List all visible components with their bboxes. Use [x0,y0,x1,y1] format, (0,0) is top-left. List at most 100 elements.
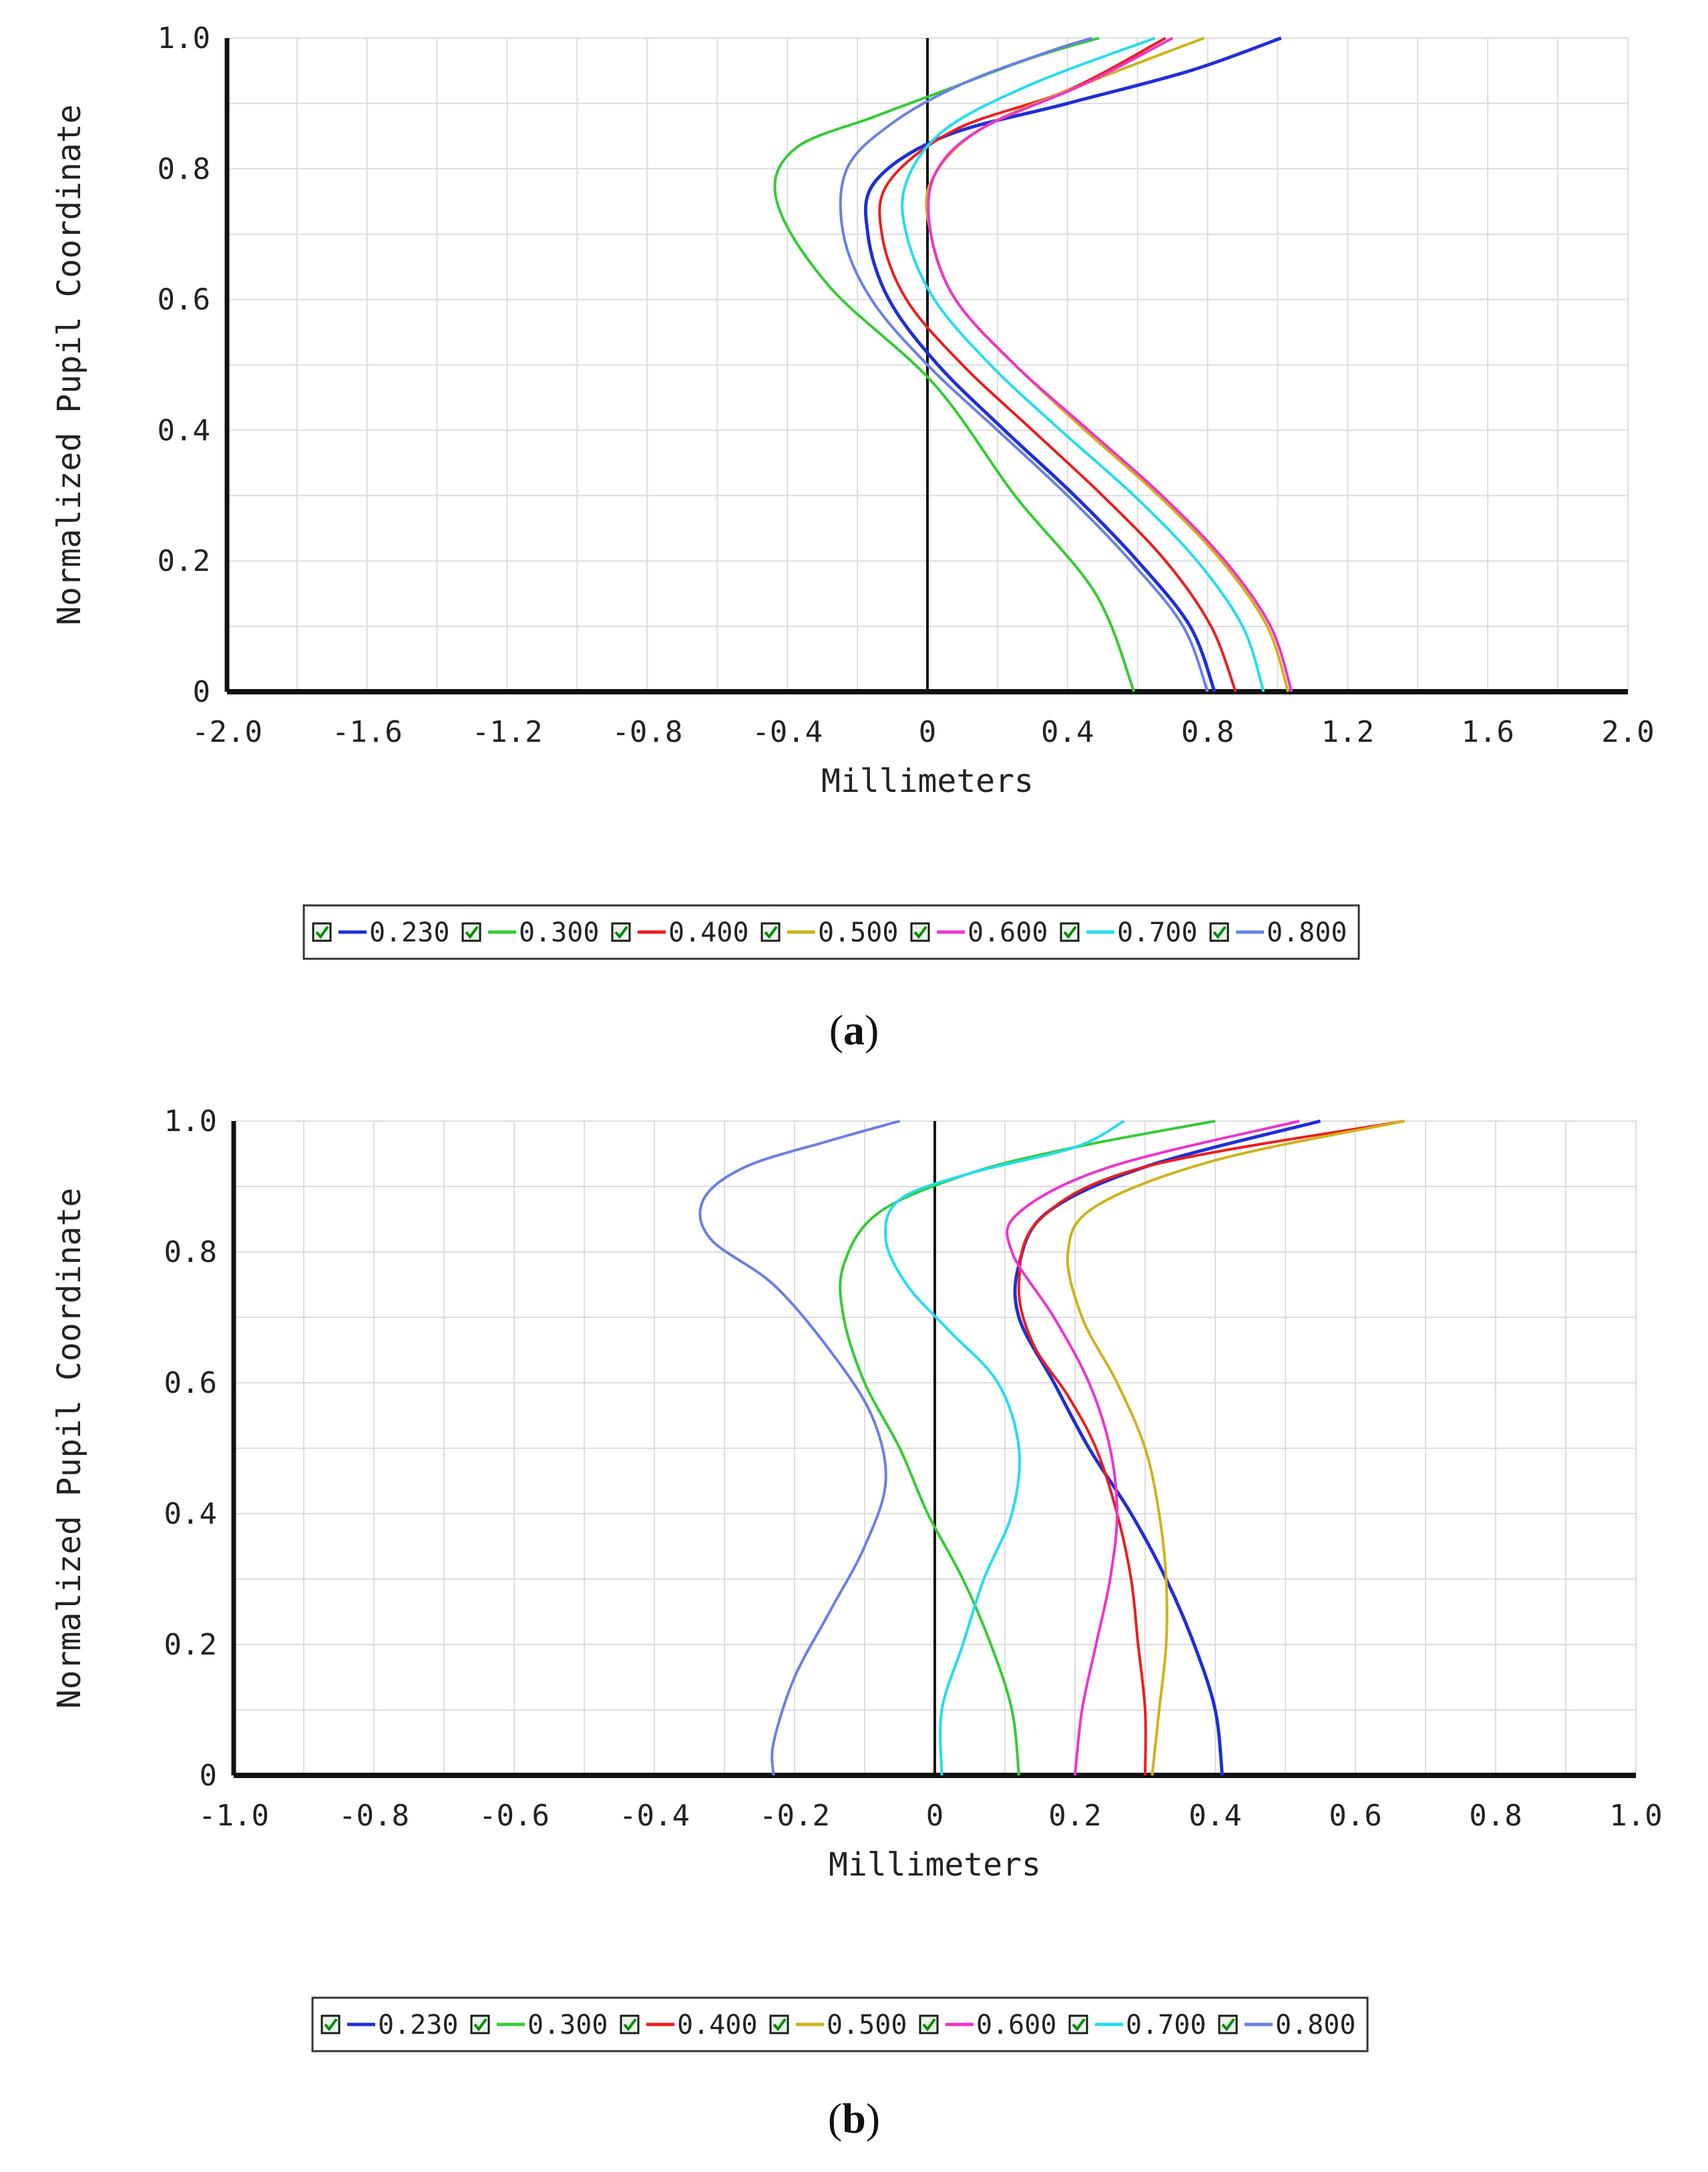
checkmark-icon [614,925,628,939]
chart-a: -2.0 -1.6 -1.2 -0.8 -0.4 0 0.4 0.8 1.2 1.6 2.0 0 0.2… [51,21,1655,960]
legend-checkbox[interactable] [1060,922,1080,942]
checkmark-icon [1221,2018,1235,2032]
legend-item-0-300[interactable]: 0.300 [470,2010,608,2040]
checkmark-icon [1072,2018,1086,2032]
x-tick-label: 1.0 [1609,1799,1662,1833]
legend-item-0-800[interactable]: 0.800 [1218,2010,1355,2040]
legend-item-0-400[interactable]: 0.400 [620,2010,757,2040]
series-line-0-800 [839,37,1209,692]
legend-checkbox[interactable] [461,922,481,942]
legend-checkbox[interactable] [769,2014,789,2034]
legend-label: 0.600 [976,2010,1056,2040]
checkmark-icon [913,925,927,939]
checkmark-icon [465,925,479,939]
legend-item-0-500[interactable]: 0.500 [761,917,898,948]
legend-item-0-700[interactable]: 0.700 [1068,2010,1206,2040]
legend-checkbox[interactable] [611,922,631,942]
checkmark-icon [623,2018,637,2032]
legend-label: 0.500 [827,2010,907,2040]
x-tick-label: 1.6 [1461,715,1514,749]
y-tick-label: 1.0 [158,21,210,55]
caption-a: (a) [829,1006,879,1054]
checkmark-icon [315,925,329,939]
series-line-0-600 [1006,1120,1300,1776]
x-tick-label: -0.6 [479,1799,550,1833]
y-tick-label: 0.2 [158,544,210,578]
legend-checkbox[interactable] [1068,2014,1088,2034]
legend-checkbox[interactable] [910,922,930,942]
legend-item-0-700[interactable]: 0.700 [1060,917,1197,948]
checkmark-icon [1063,925,1077,939]
checkmark-icon [1213,925,1227,939]
x-tick-label: 0 [919,715,937,749]
checkmark-icon [764,925,778,939]
x-tick-label: -0.2 [759,1799,830,1833]
series-line-0-700 [884,1120,1125,1776]
series-line-0-400 [878,37,1237,692]
legend-item-0-600[interactable]: 0.600 [919,2010,1056,2040]
checkmark-icon [773,2018,787,2032]
y-tick-label: 0.8 [158,152,210,186]
legend-item-0-300[interactable]: 0.300 [461,917,599,948]
legend-checkbox[interactable] [919,2014,939,2034]
legend-item-0-400[interactable]: 0.400 [611,917,749,948]
legend-checkbox[interactable] [321,2014,341,2034]
series-line-0-600 [927,37,1293,692]
x-tick-label: 0.2 [1048,1799,1101,1833]
legend-label: 0.500 [818,917,898,948]
legend-label: 0.700 [1117,917,1197,948]
legend-checkbox[interactable] [470,2014,490,2034]
series-line-0-500 [1066,1120,1405,1776]
y-tick-label: 0 [193,675,211,709]
chart-panel-a: -2.0 -1.6 -1.2 -0.8 -0.4 0 0.4 0.8 1.2 1.6 2.0 0 0.2… [51,21,1655,1054]
x-tick-label: -1.0 [198,1799,269,1833]
legend-item-0-800[interactable]: 0.800 [1209,917,1347,948]
series-line-0-230 [1013,1119,1321,1776]
legend-item-0-230[interactable]: 0.230 [321,2010,458,2040]
x-tick-label: -0.4 [752,715,823,749]
legend-label: 0.800 [1267,917,1347,948]
legend-label: 0.230 [378,2010,458,2040]
legend-label: 0.400 [668,917,749,948]
x-axis-title: Millimeters [829,1846,1041,1884]
legend-checkbox[interactable] [1209,922,1229,942]
x-tick-label: 0.4 [1041,715,1094,749]
legend-checkbox[interactable] [312,922,332,942]
x-tick-label: 0.4 [1189,1799,1241,1833]
legend: 0.230 0.300 0.400 0.500 0.600 0.700 0.800 [311,1996,1369,2052]
legend-label: 0.300 [527,2010,608,2040]
legend-checkbox[interactable] [761,922,781,942]
x-tick-label: 0.6 [1329,1799,1381,1833]
y-tick-label: 0 [200,1759,218,1793]
legend-label: 0.400 [677,2010,757,2040]
series-line-0-230 [863,36,1282,692]
legend-item-0-500[interactable]: 0.500 [769,2010,907,2040]
x-axis-title: Millimeters [821,763,1034,800]
checkmark-icon [473,2018,487,2032]
legend-item-0-600[interactable]: 0.600 [910,917,1048,948]
legend-checkbox[interactable] [620,2014,640,2034]
x-tick-label: -0.8 [612,715,682,749]
series-line-0-300 [839,1120,1216,1776]
x-tick-label: 1.2 [1321,715,1374,749]
series-line-0-400 [1017,1120,1405,1776]
series-line-0-700 [901,37,1265,692]
x-tick-label: 0.8 [1469,1799,1522,1833]
y-tick-label: 0.6 [164,1366,217,1400]
y-tick-label: 0.8 [164,1235,217,1269]
legend-label: 0.800 [1275,2010,1355,2040]
y-tick-label: 0.4 [158,413,210,447]
legend-item-0-230[interactable]: 0.230 [312,917,449,948]
y-tick-label: 1.0 [164,1104,217,1138]
x-tick-label: -1.2 [472,715,543,749]
legend-checkbox[interactable] [1218,2014,1238,2034]
caption-b: (b) [827,2095,881,2142]
x-tick-label: 0.8 [1181,715,1234,749]
x-tick-label: -0.8 [339,1799,409,1833]
x-tick-label: -0.4 [619,1799,690,1833]
legend-label: 0.230 [369,917,449,948]
y-tick-label: 0.4 [164,1497,217,1531]
legend-label: 0.700 [1126,2010,1206,2040]
legend-label: 0.300 [519,917,599,948]
checkmark-icon [922,2018,936,2032]
